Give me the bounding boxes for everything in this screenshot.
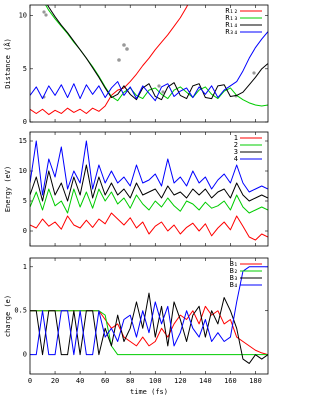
series-line bbox=[46, 5, 268, 101]
y-tick-label: 1 bbox=[23, 263, 27, 271]
series-line bbox=[30, 212, 268, 241]
legend-label: R₁₂ bbox=[225, 7, 238, 15]
panel: 0 0.5 1 0 20 40 60 80 100 120 140 160 180 charge (e) t… bbox=[4, 257, 269, 396]
x-tick-label: 80 bbox=[126, 377, 134, 385]
series-line bbox=[30, 266, 268, 356]
y-axis-label: Energy (eV) bbox=[4, 166, 12, 212]
plot-frame bbox=[29, 4, 269, 123]
legend-label: R₁₄ bbox=[225, 21, 238, 29]
legend-label: B₁ bbox=[230, 260, 238, 268]
x-axis-label: time (fs) bbox=[130, 388, 168, 396]
series-group bbox=[30, 140, 268, 241]
y-axis-label: Distance (Å) bbox=[3, 38, 12, 89]
y-axis-label: charge (e) bbox=[4, 295, 12, 337]
plot-frame bbox=[29, 131, 269, 247]
series-group bbox=[30, 5, 268, 116]
x-tick-label: 140 bbox=[199, 377, 212, 385]
y-tick-label: 5 bbox=[23, 197, 27, 205]
y-tick-label: 0 bbox=[23, 351, 27, 359]
legend-label: R₁₃ bbox=[225, 14, 238, 22]
series-line bbox=[30, 310, 268, 356]
plot-frame bbox=[29, 257, 269, 375]
x-tick-label: 20 bbox=[51, 377, 59, 385]
x-tick-label: 40 bbox=[76, 377, 84, 385]
legend-label: B₃ bbox=[230, 274, 238, 282]
x-tick-label: 0 bbox=[28, 377, 32, 385]
y-tick-label: 10 bbox=[19, 167, 27, 175]
y-tick-label: 15 bbox=[19, 137, 27, 145]
series-line bbox=[30, 31, 268, 102]
y-tick-label: 10 bbox=[19, 12, 27, 20]
legend-label: B₂ bbox=[230, 267, 238, 275]
x-tick-label: 160 bbox=[224, 377, 237, 385]
legend-label: 4 bbox=[234, 155, 238, 163]
series-line bbox=[30, 5, 189, 116]
y-tick-label: 0 bbox=[23, 118, 27, 126]
y-tick-label: 5 bbox=[23, 65, 27, 73]
legend-label: R₃₄ bbox=[225, 28, 238, 36]
series-line bbox=[30, 164, 268, 202]
series-group bbox=[30, 266, 268, 364]
x-tick-label: 100 bbox=[149, 377, 162, 385]
x-tick-label: 120 bbox=[174, 377, 187, 385]
legend-label: 2 bbox=[234, 141, 238, 149]
series-line bbox=[30, 188, 268, 214]
y-tick-label: 0.5 bbox=[14, 307, 27, 315]
legend-label: 1 bbox=[234, 134, 238, 142]
x-tick-label: 180 bbox=[249, 377, 262, 385]
y-tick-label: 0 bbox=[23, 227, 27, 235]
legend-label: B₄ bbox=[230, 281, 238, 289]
series-line bbox=[45, 5, 268, 107]
legend-label: 3 bbox=[234, 148, 238, 156]
series-line bbox=[30, 140, 268, 196]
series-line bbox=[30, 292, 268, 364]
x-tick-label: 60 bbox=[101, 377, 109, 385]
